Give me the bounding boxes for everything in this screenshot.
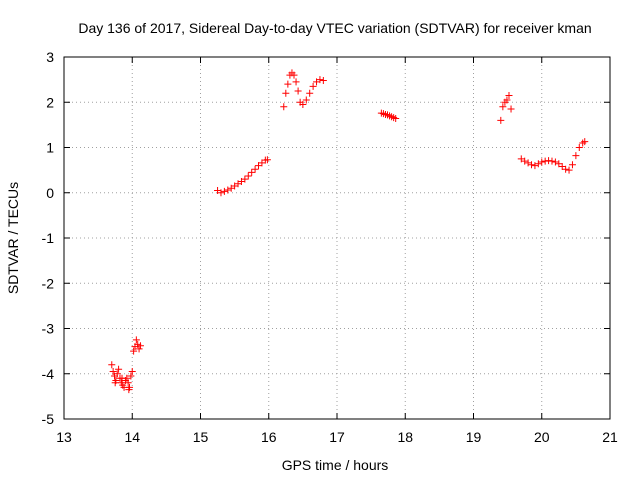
data-point <box>113 370 121 378</box>
data-point <box>562 165 570 173</box>
y-tick-label: -5 <box>42 411 55 427</box>
y-tick-label: 1 <box>46 140 54 156</box>
x-tick-label: 20 <box>534 429 550 445</box>
data-point <box>392 115 400 123</box>
data-point <box>565 166 573 174</box>
data-point <box>125 386 133 394</box>
data-point <box>497 116 505 124</box>
data-point <box>503 96 511 104</box>
data-point <box>115 365 123 373</box>
data-point <box>581 138 589 146</box>
grid <box>64 57 610 419</box>
data-point <box>290 71 298 79</box>
series-arc3 <box>280 69 327 111</box>
data-points <box>108 69 589 394</box>
x-axis-label: GPS time / hours <box>282 457 389 473</box>
series-arc6 <box>517 138 589 174</box>
data-point <box>136 342 144 350</box>
data-point <box>575 144 583 151</box>
data-point <box>128 367 136 375</box>
data-point <box>244 172 252 180</box>
data-point <box>507 105 515 113</box>
series-arc4 <box>377 109 400 123</box>
x-tick-label: 17 <box>329 429 345 445</box>
series-arc5 <box>497 91 515 124</box>
data-point <box>294 87 302 95</box>
data-point <box>109 367 117 375</box>
data-point <box>248 168 256 176</box>
data-point <box>111 379 119 387</box>
data-point <box>282 89 290 97</box>
data-point <box>251 165 259 173</box>
series-arc2 <box>214 156 271 197</box>
y-tick-label: -3 <box>42 321 55 337</box>
data-point <box>284 80 292 88</box>
data-point <box>524 159 532 167</box>
x-tick-label: 15 <box>193 429 209 445</box>
data-point <box>108 361 116 369</box>
data-point <box>124 379 132 387</box>
data-point <box>316 76 324 84</box>
data-point <box>241 175 249 183</box>
data-point <box>499 103 507 111</box>
y-tick-label: 0 <box>46 185 54 201</box>
data-point <box>521 157 529 165</box>
data-point <box>130 347 138 355</box>
x-tick-label: 19 <box>466 429 482 445</box>
data-point <box>118 374 126 382</box>
x-tick-label: 13 <box>56 429 72 445</box>
data-point <box>309 82 317 90</box>
data-point <box>572 152 580 160</box>
chart-title: Day 136 of 2017, Sidereal Day-to-day VTE… <box>78 20 591 36</box>
axis-ticks <box>63 56 611 420</box>
data-point <box>299 101 307 109</box>
x-tick-label: 18 <box>397 429 413 445</box>
x-tick-label: 14 <box>124 429 140 445</box>
data-point <box>224 186 232 194</box>
data-point <box>280 103 288 111</box>
data-point <box>306 89 314 97</box>
data-point <box>534 160 542 168</box>
data-point <box>528 161 536 169</box>
data-point <box>220 187 228 195</box>
y-tick-label: -2 <box>42 275 55 291</box>
data-point <box>127 372 135 380</box>
data-point <box>548 157 556 165</box>
y-axis-label: SDTVAR / TECUs <box>5 182 21 294</box>
data-point <box>292 78 300 86</box>
y-tick-label: 3 <box>46 49 54 65</box>
series-arc1 <box>108 336 144 394</box>
data-point <box>302 96 310 104</box>
data-point <box>319 77 327 85</box>
y-tick-label: -4 <box>42 366 55 382</box>
tick-labels: 13 14 15 16 17 18 19 20 21 -5 -4 -3 -2 -1 0 1 2 3 <box>42 49 618 445</box>
data-point <box>568 161 576 169</box>
x-tick-label: 16 <box>261 429 277 445</box>
x-tick-label: 21 <box>602 429 618 445</box>
data-point <box>531 162 539 170</box>
data-point <box>505 91 513 99</box>
data-point <box>551 158 559 166</box>
data-point <box>538 158 546 166</box>
data-point <box>132 336 140 344</box>
y-tick-label: -1 <box>42 230 55 246</box>
data-point <box>217 189 225 197</box>
data-point <box>135 345 143 353</box>
y-tick-label: 2 <box>46 94 54 110</box>
data-point <box>263 156 271 164</box>
